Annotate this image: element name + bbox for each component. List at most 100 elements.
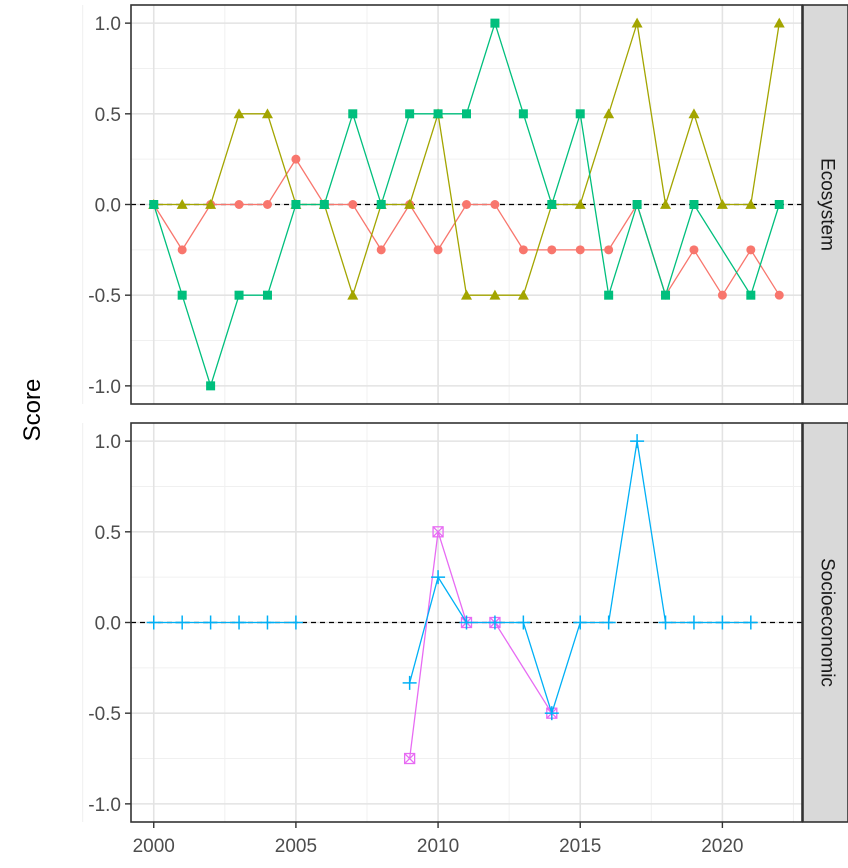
data-point [746,245,756,255]
data-point [689,200,699,209]
y-tick-label: 0.5 [95,105,121,126]
data-point [517,289,529,300]
series-line [153,20,780,389]
data-point [348,109,358,119]
data-point [658,615,673,630]
x-tick-label: 2015 [559,836,601,857]
data-point [715,615,730,630]
data-point [547,245,557,255]
data-point [743,615,758,630]
strip-label: Socioeconomic [816,558,837,687]
data-point [288,615,303,630]
data-point [376,245,386,255]
data-point [547,200,557,209]
y-tick-label: -1.0 [88,377,121,398]
data-point [604,290,614,300]
data-point [774,200,784,209]
data-point [319,200,329,209]
data-point [177,245,187,255]
data-point [518,245,528,255]
y-tick-label: 1.0 [95,432,121,453]
data-point [234,290,244,300]
series-2 [146,434,758,721]
data-point [347,289,359,300]
data-point [262,290,272,300]
y-axis-title: Score [19,379,46,442]
data-point [716,199,728,209]
data-point [234,200,244,209]
data-point [631,17,643,28]
data-point [433,109,443,119]
data-point [433,245,443,255]
data-point-cross [432,526,444,538]
data-point [516,615,531,630]
data-point-cross [404,753,416,764]
data-point [773,17,785,28]
data-point [262,200,272,209]
data-point [177,290,187,300]
data-point [405,109,415,119]
data-point [404,199,416,209]
data-point [403,752,416,765]
strip-background [802,422,848,823]
data-point [291,200,301,209]
series-1 [149,154,784,300]
data-point [490,18,500,28]
data-point [604,245,614,255]
data-point [745,199,757,209]
data-point [686,615,701,630]
data-point [461,289,472,300]
data-point [661,290,671,300]
data-point [574,199,586,209]
data-point [632,200,642,209]
data-point [175,615,190,630]
data-point [573,615,588,630]
data-point [203,615,218,630]
data-point [487,615,502,630]
x-tick-label: 2010 [417,836,459,857]
strip-label: Ecosystem [816,158,837,251]
data-point [746,290,756,300]
x-axis: 2000 2005 2010 2015 2020 [133,822,744,857]
x-tick-label: 2005 [275,836,317,857]
y-tick-label: -1.0 [88,795,121,816]
data-point [601,615,616,630]
data-point [490,200,500,209]
data-point [660,199,672,209]
data-point [603,108,615,119]
series-3 [149,18,784,391]
data-point-box [403,752,416,765]
x-tick-label: 2020 [701,836,743,857]
y-tick-label: -0.5 [88,286,121,307]
y-tick-label: 0.5 [95,523,121,544]
panels: -1.0 -0.5 0.0 0.5 1.0 Ecosystem -1.0 -0.5 0.0 0.5… [82,4,848,823]
data-point [717,290,727,300]
panel-ecosystem: -1.0 -0.5 0.0 0.5 1.0 Ecosystem [82,4,848,405]
y-tick-label: 0.0 [95,196,121,217]
data-point [575,109,585,119]
data-point [376,200,386,209]
data-point [291,154,301,164]
data-point [774,290,784,300]
data-point [431,570,446,585]
strip-background [802,4,848,405]
data-point [630,434,645,449]
data-point [146,615,161,630]
data-point [518,109,528,119]
data-point [261,108,273,119]
data-point [575,245,585,255]
x-tick-label: 2000 [133,836,175,857]
data-point [206,381,216,391]
data-point [489,289,501,300]
data-point [462,200,471,209]
data-point [688,108,700,119]
data-point [544,706,559,721]
y-tick-label: 0.0 [95,614,121,635]
data-point [233,108,245,119]
panel-socioeconomic: -1.0 -0.5 0.0 0.5 1.0 Socioeconomic [82,422,848,823]
y-tick-label: 1.0 [95,14,121,35]
y-tick-label: -0.5 [88,704,121,725]
data-point [260,615,275,630]
data-point [402,675,417,690]
data-point [432,526,444,538]
